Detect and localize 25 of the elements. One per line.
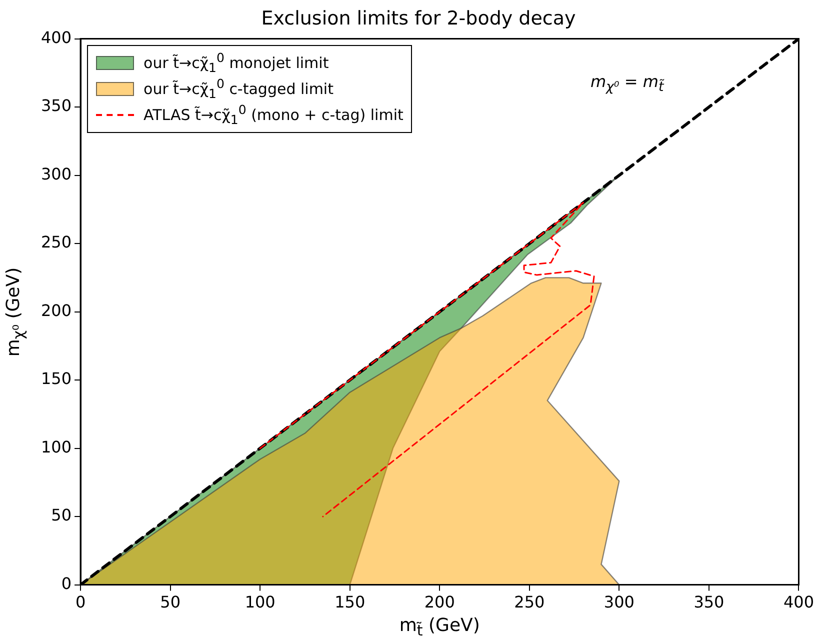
y-tick-label: 350 xyxy=(40,96,72,116)
legend-label: ATLAS t̃→cχ̃$_{1}$$^{0}$ (mono + c-tag) limit xyxy=(144,102,404,128)
annotation: m$_{χ⁰}$ = m$_{t̃}$ xyxy=(590,72,664,95)
x-tick-label: 300 xyxy=(604,592,634,612)
legend-label: our t̃→cχ̃$_{1}$$^{0}$ c-tagged limit xyxy=(144,76,334,102)
legend-label: our t̃→cχ̃$_{1}$$^{0}$ monojet limit xyxy=(144,50,329,76)
x-tick-label: 150 xyxy=(334,592,366,612)
y-tick-label: 150 xyxy=(40,369,72,388)
x-tick-label: 50 xyxy=(160,592,180,612)
x-tick-label: 400 xyxy=(783,592,814,612)
x-tick-label: 200 xyxy=(424,592,455,612)
line-series xyxy=(259,202,595,518)
y-tick-label: 100 xyxy=(40,437,72,456)
y-tick-label: 200 xyxy=(40,300,72,320)
x-tick-label: 0 xyxy=(75,592,86,612)
y-tick-label: 50 xyxy=(51,506,72,525)
x-tick-label: 250 xyxy=(514,592,545,612)
y-tick-label: 250 xyxy=(40,232,72,252)
chart-title: Exclusion limits for 2-body decay xyxy=(261,7,576,30)
y-tick-label: 400 xyxy=(40,28,72,47)
y-tick-label: 300 xyxy=(40,164,72,184)
x-axis-title: m$_{t̃}$ (GeV) xyxy=(399,614,480,640)
x-tick-label: 350 xyxy=(694,592,724,612)
x-tick-label: 100 xyxy=(244,592,276,612)
y-tick-label: 0 xyxy=(61,574,72,593)
